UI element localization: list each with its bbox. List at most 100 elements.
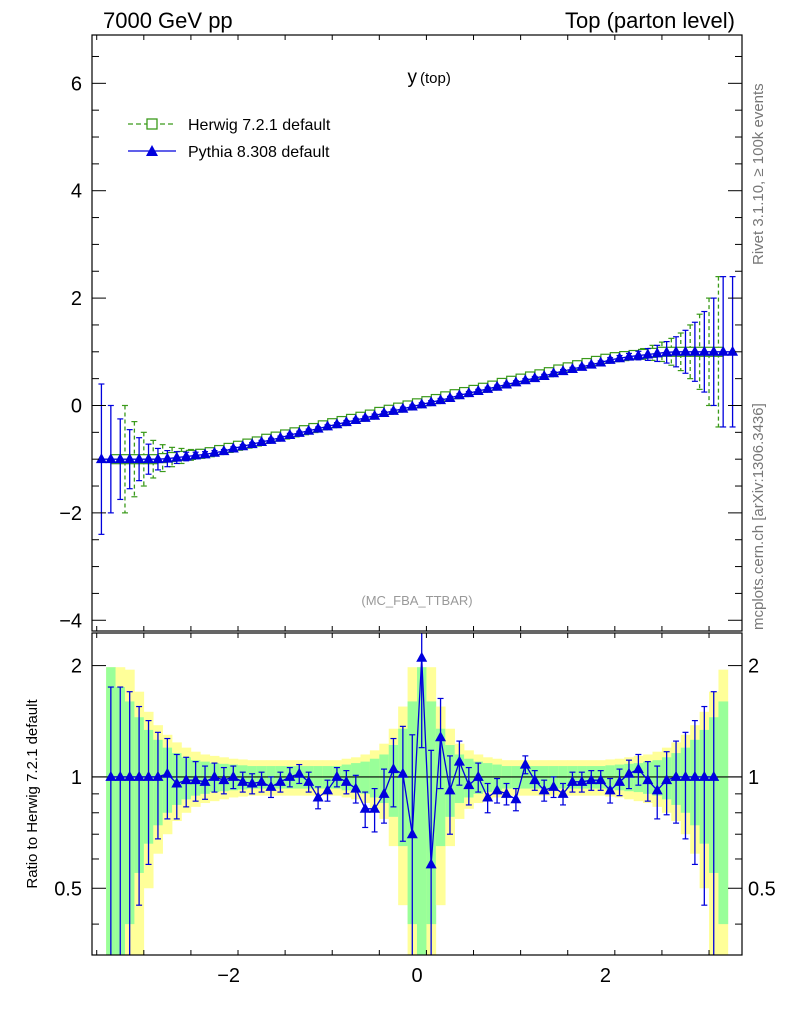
pythia-point (416, 398, 428, 409)
ratio-pythia-point (642, 774, 654, 785)
ratio-pythia-point (708, 770, 720, 781)
ratio-pythia-point (246, 777, 258, 788)
ratio-pythia-point (444, 784, 456, 795)
pythia-point (566, 362, 578, 373)
pythia-point (256, 435, 268, 446)
main-frame (91, 34, 743, 632)
ratio-pythia-point (595, 774, 607, 785)
ratio-pythia-point (350, 782, 362, 793)
x-tick-label: −2 (217, 965, 240, 987)
main-axis: −4 −2 0 2 4 6 (59, 35, 742, 632)
header-right: Top (parton level) (565, 8, 735, 33)
ratio-pythia-point (585, 774, 597, 785)
pythia-point (105, 453, 117, 464)
pythia-point (369, 409, 381, 420)
pythia-point (500, 378, 512, 389)
ratio-pythia-point (237, 775, 249, 786)
pythia-point (491, 380, 503, 391)
pythia-point (435, 394, 447, 405)
pythia-point (246, 438, 258, 449)
legend-entry-herwig: Herwig 7.2.1 default (128, 117, 331, 134)
band-inner-bin (482, 763, 493, 793)
legend-marker-pythia (146, 145, 158, 156)
pythia-point (510, 376, 522, 387)
ratio-pythia-point (557, 787, 569, 798)
ratio-pythia-point (105, 770, 117, 781)
pythia-point (340, 416, 352, 427)
ratio-pythia-point (274, 775, 286, 786)
pythia-point (425, 396, 437, 407)
pythia-point (161, 452, 173, 463)
pythia-point (274, 431, 286, 442)
ratio-pythia-point (548, 780, 560, 791)
ratio-pythia-point (124, 770, 136, 781)
pythia-point (378, 407, 390, 418)
main-y-tick-label: 6 (71, 73, 82, 95)
plot-title-main: y (408, 67, 418, 88)
pythia-point (143, 453, 155, 464)
ratio-pythia-point (661, 774, 673, 785)
ratio-y-axis-label: Ratio to Herwig 7.2.1 default (24, 699, 41, 889)
pythia-point (453, 389, 465, 400)
pythia-point (227, 442, 239, 453)
pythia-point (444, 391, 456, 402)
main-panel: −4 −2 0 2 4 6 y (top) (MC_FBA_TTBAR) Herwig 7… (59, 34, 743, 632)
ratio-pythia-point (114, 770, 126, 781)
pythia-point (152, 453, 164, 464)
pythia-point (727, 345, 739, 356)
pythia-point (614, 352, 626, 363)
ratio-pythia-point (322, 784, 334, 795)
ratio-pythia-point (397, 767, 409, 778)
pythia-point (689, 345, 701, 356)
ratio-pythia-point (566, 775, 578, 786)
pythia-point (717, 345, 729, 356)
pythia-point (95, 453, 107, 464)
ratio-pythia-point (416, 651, 428, 662)
legend-marker-herwig (146, 118, 158, 130)
pythia-point (114, 453, 126, 464)
ratio-pythia-point (208, 770, 220, 781)
pythia-point (180, 450, 192, 461)
ratio-pythia-point (161, 767, 173, 778)
pythia-point (312, 422, 324, 433)
band-inner-bin (369, 758, 380, 798)
ratio-pythia-point (369, 802, 381, 813)
ratio-pythia-point (482, 791, 494, 802)
header-left: 7000 GeV pp (103, 8, 233, 33)
ratio-pythia-point (425, 858, 437, 869)
pythia-point (208, 446, 220, 457)
main-y-tick-label: 0 (71, 395, 82, 417)
pythia-point (623, 350, 635, 361)
ratio-pythia-point (171, 777, 183, 788)
ratio-pythia-point (472, 770, 484, 781)
ratio-pythia-point (510, 793, 522, 804)
ratio-panel: −2 0 2 0.5 0.5 1 1 2 2 Ratio to Herwig 7.2.1 def… (24, 632, 776, 987)
pythia-point (661, 346, 673, 357)
pythia-point (331, 418, 343, 429)
ratio-y-tick-label: 1 (71, 767, 82, 789)
ratio-pythia-point (679, 770, 691, 781)
ratio-pythia-point (133, 770, 145, 781)
main-data-layer (95, 276, 739, 535)
pythia-line (101, 351, 733, 460)
side-label-mcplots: mcplots.cern.ch [arXiv:1306.3436] (750, 403, 767, 630)
pythia-point (284, 429, 296, 440)
ratio-axis: −2 0 2 0.5 0.5 1 1 2 2 (54, 633, 776, 987)
ratio-pythia-point (387, 763, 399, 774)
pythia-point (548, 367, 560, 378)
pythia-point (303, 424, 315, 435)
pythia-point (576, 360, 588, 371)
ratio-y-tick-label: 0.5 (54, 878, 82, 900)
pythia-point (293, 426, 305, 437)
x-tick-label: 0 (411, 965, 422, 987)
ratio-pythia-point (529, 774, 541, 785)
pythia-point (387, 404, 399, 415)
ratio-pythia-point (143, 770, 155, 781)
ratio-pythia-point (519, 758, 531, 769)
ratio-pythia-point (190, 774, 202, 785)
pythia-point (604, 353, 616, 364)
pythia-point (642, 348, 654, 359)
pythia-point (670, 345, 682, 356)
ratio-pythia-point (227, 770, 239, 781)
